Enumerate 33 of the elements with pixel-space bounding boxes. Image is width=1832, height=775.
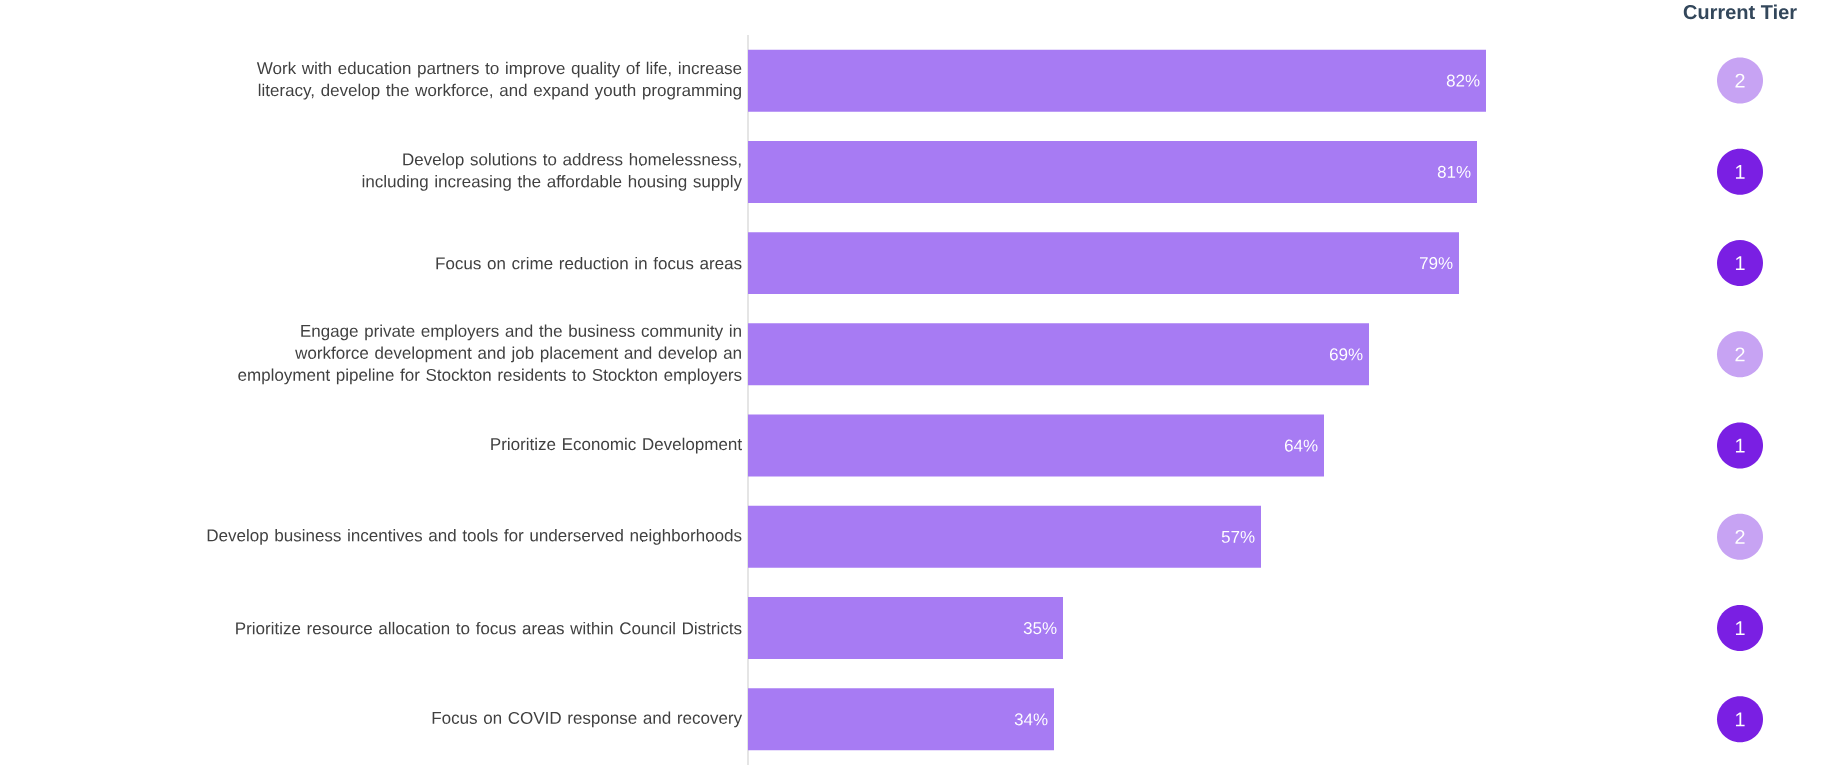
- data-label: 82%: [1446, 74, 1480, 87]
- data-label: 34%: [1014, 713, 1048, 726]
- y-tick-label: Develop business incentives and tools for underserved neighborhoods: [207, 528, 742, 545]
- y-tick-label: Focus on crime reduction in focus areas: [436, 256, 742, 270]
- y-tick-label: Focus on COVID response and recovery: [432, 711, 743, 728]
- bar: [748, 688, 1054, 751]
- y-tick-label: Develop solutions to address homelessness, including increasing the affordable housing supply: [362, 152, 743, 191]
- data-label: 1: [1735, 621, 1745, 635]
- bar: [748, 505, 1261, 568]
- data-label: 81%: [1437, 165, 1471, 178]
- bar: [748, 597, 1063, 660]
- y-tick-label: Prioritize resource allocation to focus areas within Council Districts: [236, 621, 742, 635]
- data-label: 1: [1735, 712, 1745, 727]
- bar: [748, 140, 1477, 203]
- data-label: 1: [1735, 438, 1745, 453]
- bar: [748, 232, 1459, 295]
- data-label: 2: [1735, 73, 1745, 88]
- bar: [748, 49, 1486, 112]
- bar: [748, 414, 1324, 477]
- data-label: 69%: [1329, 348, 1363, 361]
- data-label: 79%: [1419, 257, 1453, 270]
- data-label: 64%: [1284, 439, 1318, 452]
- data-label: 2: [1735, 529, 1745, 544]
- text: Current Tier: [1683, 4, 1797, 20]
- y-tick-label: Engage private employers and the business community in workforce development and job placement and develop an employment pipeline for Stockton residents to Stockton employers: [238, 324, 742, 385]
- data-label: 2: [1735, 347, 1745, 362]
- data-label: 57%: [1221, 530, 1255, 543]
- data-label: 35%: [1023, 622, 1057, 635]
- y-tick-label: Prioritize Economic Development: [491, 437, 742, 454]
- y-tick-label: Work with education partners to improve quality of life, increase literacy, develop the workforce, and expand youth programming: [256, 61, 742, 100]
- data-label: 1: [1735, 256, 1745, 270]
- data-label: 1: [1735, 165, 1745, 179]
- bar: [748, 323, 1369, 386]
